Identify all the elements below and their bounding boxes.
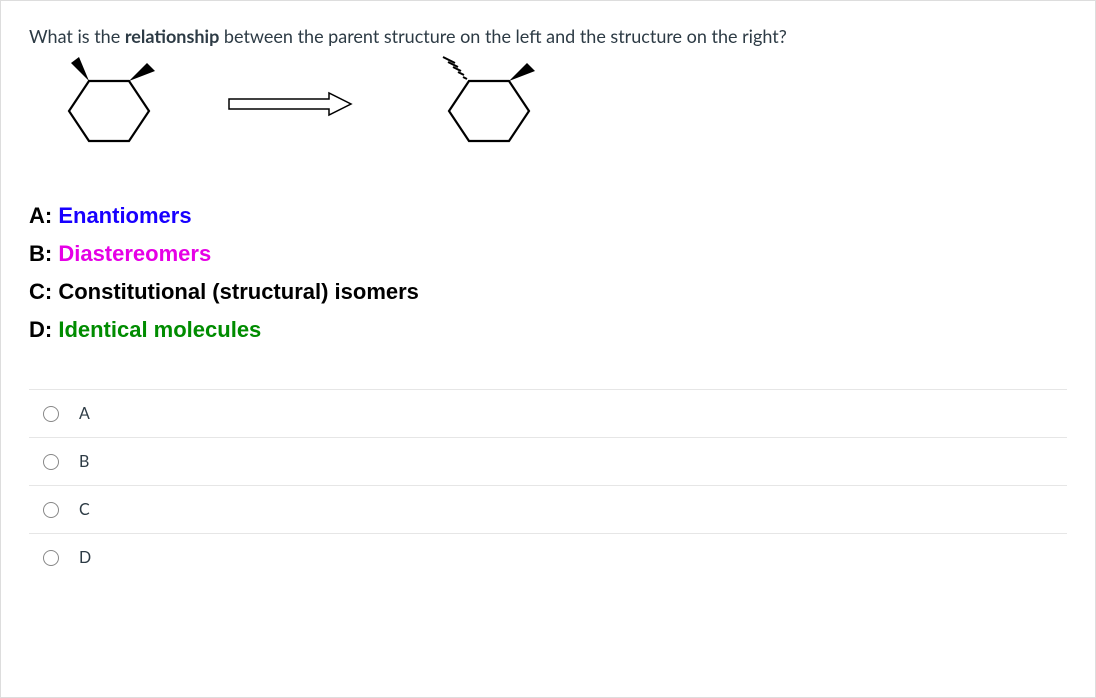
answer-option-B[interactable]: B xyxy=(29,438,1067,486)
question-prefix: What is the xyxy=(29,25,125,47)
key-D-label: Identical molecules xyxy=(58,317,261,342)
radio-icon[interactable] xyxy=(43,454,59,470)
key-B-label: Diastereomers xyxy=(58,241,211,266)
answer-option-D[interactable]: D xyxy=(29,534,1067,581)
key-C: C: Constitutional (structural) isomers xyxy=(29,275,1067,309)
answer-option-C[interactable]: C xyxy=(29,486,1067,534)
key-D: D: Identical molecules xyxy=(29,313,1067,347)
key-B: B: Diastereomers xyxy=(29,237,1067,271)
radio-icon[interactable] xyxy=(43,550,59,566)
key-B-prefix: B: xyxy=(29,241,58,266)
key-A-prefix: A: xyxy=(29,203,58,228)
answer-key-block: A: Enantiomers B: Diastereomers C: Const… xyxy=(29,199,1067,347)
left-structure-icon xyxy=(69,57,155,141)
question-text: What is the relationship between the par… xyxy=(29,25,1067,47)
answer-option-A[interactable]: A xyxy=(29,390,1067,438)
key-A: A: Enantiomers xyxy=(29,199,1067,233)
answer-options-list: A B C D xyxy=(29,389,1067,581)
question-suffix: between the parent structure on the left… xyxy=(219,25,786,47)
key-C-prefix: C: xyxy=(29,279,58,304)
key-A-label: Enantiomers xyxy=(58,203,191,228)
answer-option-A-label: A xyxy=(79,404,90,423)
answer-option-B-label: B xyxy=(79,452,89,471)
radio-icon[interactable] xyxy=(43,502,59,518)
question-container: What is the relationship between the par… xyxy=(0,0,1096,698)
key-C-label: Constitutional (structural) isomers xyxy=(58,279,419,304)
structure-diagram xyxy=(29,51,1067,175)
radio-icon[interactable] xyxy=(43,406,59,422)
question-inner: What is the relationship between the par… xyxy=(1,1,1095,581)
right-structure-icon xyxy=(443,57,535,141)
arrow-icon xyxy=(229,93,351,115)
answer-option-D-label: D xyxy=(79,548,91,567)
key-D-prefix: D: xyxy=(29,317,58,342)
molecule-comparison-svg xyxy=(29,51,589,171)
question-bold: relationship xyxy=(125,25,219,47)
answer-option-C-label: C xyxy=(79,500,90,519)
